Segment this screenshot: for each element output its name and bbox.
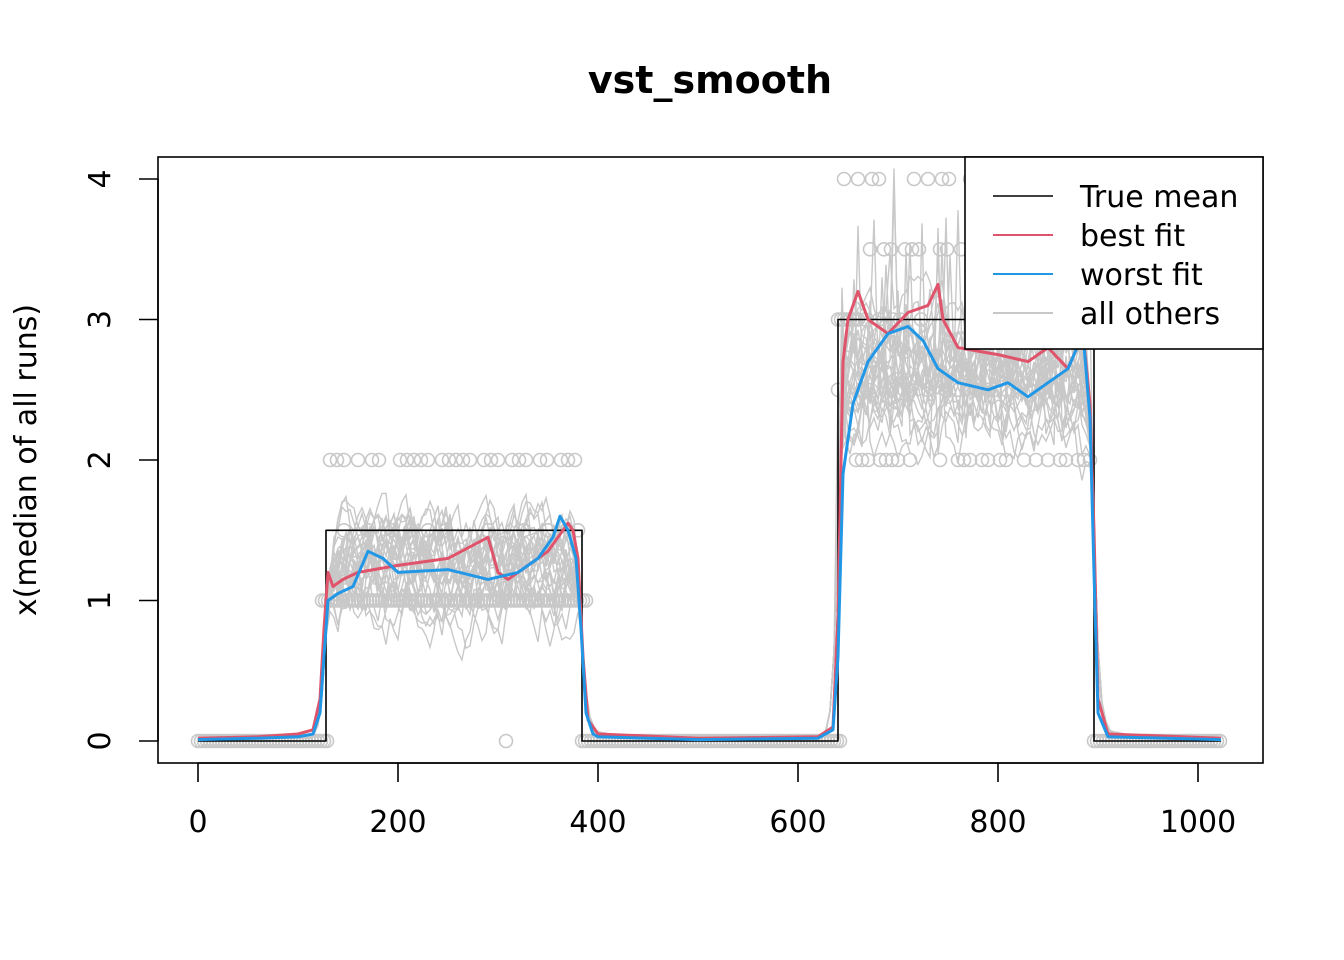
data-point <box>553 452 569 468</box>
data-point <box>980 452 996 468</box>
data-point <box>336 452 352 468</box>
data-point <box>448 452 464 468</box>
data-point <box>420 452 436 468</box>
data-point <box>490 452 506 468</box>
data-point <box>884 452 900 468</box>
x-tick-label: 1000 <box>1160 805 1236 840</box>
data-point <box>476 452 492 468</box>
data-point <box>567 452 583 468</box>
data-point <box>871 171 887 187</box>
data-point <box>1058 452 1074 468</box>
data-point <box>962 452 978 468</box>
data-point <box>938 382 954 398</box>
data-point <box>511 452 527 468</box>
axes-layer: 0 200 400 600 800 1000 0 1 2 3 4 <box>83 169 1236 840</box>
data-point <box>920 382 936 398</box>
data-point <box>974 452 990 468</box>
data-point <box>1028 452 1044 468</box>
data-point <box>539 452 555 468</box>
data-point <box>518 452 534 468</box>
data-point <box>864 171 880 187</box>
data-point <box>860 382 876 398</box>
data-point <box>836 171 852 187</box>
data-point <box>1016 452 1032 468</box>
x-tick-label: 0 <box>188 805 207 840</box>
data-point <box>455 452 471 468</box>
data-point <box>932 242 948 257</box>
data-point <box>850 171 866 187</box>
legend: True mean best fit worst fit all others <box>964 156 1264 350</box>
data-point <box>1052 452 1068 468</box>
data-point <box>883 242 899 257</box>
data-point <box>876 242 892 257</box>
data-point <box>902 382 918 398</box>
chart-title: vst_smooth <box>588 58 832 102</box>
data-point <box>399 452 415 468</box>
data-point <box>941 171 957 187</box>
legend-label: worst fit <box>1080 258 1203 293</box>
data-point <box>498 733 514 749</box>
data-point <box>483 452 499 468</box>
data-point <box>560 452 576 468</box>
data-point <box>911 242 927 257</box>
data-point <box>1040 452 1056 468</box>
legend-label: True mean <box>1079 180 1238 215</box>
data-point <box>504 452 520 468</box>
worst-fit-line <box>197 325 1222 742</box>
data-point <box>934 171 950 187</box>
data-point <box>992 452 1008 468</box>
data-point <box>902 452 918 468</box>
data-point <box>872 452 888 468</box>
data-point <box>462 452 478 468</box>
y-tick-label: 2 <box>83 450 118 469</box>
data-point <box>434 452 450 468</box>
x-tick-label: 400 <box>569 805 626 840</box>
data-point <box>848 452 864 468</box>
x-tick-label: 600 <box>769 805 826 840</box>
data-point <box>884 382 900 398</box>
data-point <box>1046 382 1062 398</box>
data-point <box>896 382 912 398</box>
legend-label: all others <box>1080 297 1220 332</box>
data-point <box>854 382 870 398</box>
legend-label: best fit <box>1080 219 1185 254</box>
data-point <box>854 452 870 468</box>
data-point <box>920 171 936 187</box>
legend-box <box>964 156 1264 350</box>
data-point <box>413 452 429 468</box>
data-point <box>364 452 380 468</box>
data-point <box>950 452 966 468</box>
data-point <box>441 452 457 468</box>
x-tick-label: 200 <box>369 805 426 840</box>
data-point <box>956 452 972 468</box>
main-lines-layer <box>197 282 1222 742</box>
y-axis-label: x(median of all runs) <box>9 304 44 616</box>
data-point <box>406 452 422 468</box>
data-point <box>906 171 922 187</box>
data-point <box>392 452 408 468</box>
data-point <box>862 242 878 257</box>
data-point <box>998 452 1014 468</box>
data-point <box>939 242 955 257</box>
y-tick-label: 3 <box>83 310 118 329</box>
data-point <box>878 452 894 468</box>
data-point <box>860 452 876 468</box>
y-tick-label: 4 <box>83 169 118 188</box>
data-point <box>532 452 548 468</box>
y-tick-label: 1 <box>83 591 118 610</box>
data-point <box>322 452 338 468</box>
data-point <box>897 242 913 257</box>
data-point <box>350 452 366 468</box>
data-point <box>890 452 906 468</box>
best-fit-line <box>197 282 1222 740</box>
y-tick-label: 0 <box>83 731 118 750</box>
data-point <box>329 452 345 468</box>
data-point <box>904 242 920 257</box>
true-mean-line <box>198 318 1221 742</box>
data-point <box>1070 452 1086 468</box>
data-point <box>371 452 387 468</box>
data-point <box>932 452 948 468</box>
x-tick-label: 800 <box>969 805 1026 840</box>
